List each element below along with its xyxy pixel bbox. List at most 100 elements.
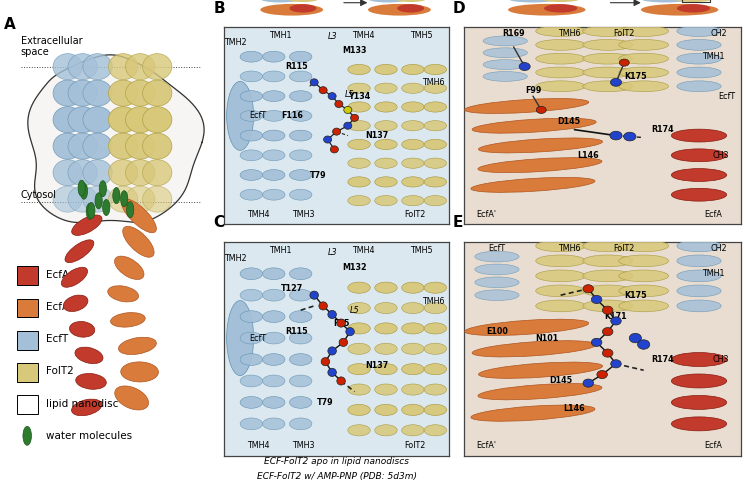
- Text: TMH2: TMH2: [224, 38, 247, 47]
- Ellipse shape: [61, 267, 88, 287]
- Circle shape: [328, 368, 337, 377]
- Ellipse shape: [671, 169, 726, 181]
- Ellipse shape: [348, 140, 370, 149]
- Ellipse shape: [375, 65, 397, 74]
- Text: Cytosol: Cytosol: [21, 190, 57, 200]
- Ellipse shape: [375, 404, 397, 416]
- Bar: [682, 0, 710, 2]
- Ellipse shape: [348, 282, 370, 293]
- Ellipse shape: [536, 240, 586, 252]
- Ellipse shape: [348, 121, 370, 131]
- Ellipse shape: [465, 99, 589, 113]
- Ellipse shape: [619, 270, 669, 282]
- Ellipse shape: [70, 321, 95, 337]
- Ellipse shape: [424, 404, 447, 416]
- Circle shape: [333, 128, 340, 135]
- Ellipse shape: [671, 129, 726, 142]
- Text: EcfA': EcfA': [476, 441, 496, 450]
- Text: F116: F116: [280, 111, 303, 120]
- Ellipse shape: [508, 4, 586, 16]
- Ellipse shape: [424, 424, 447, 436]
- Ellipse shape: [263, 396, 285, 408]
- Text: TMH6: TMH6: [558, 244, 580, 252]
- Ellipse shape: [619, 240, 669, 252]
- Ellipse shape: [402, 102, 424, 112]
- Text: EcfA: EcfA: [704, 210, 722, 219]
- Ellipse shape: [536, 26, 586, 36]
- Ellipse shape: [72, 399, 102, 416]
- Circle shape: [331, 146, 338, 153]
- Text: lipid nanodisc: lipid nanodisc: [46, 399, 119, 409]
- Text: TMH4: TMH4: [247, 441, 269, 450]
- Ellipse shape: [348, 343, 370, 354]
- Ellipse shape: [641, 4, 718, 16]
- Circle shape: [99, 181, 106, 197]
- Text: CH3: CH3: [713, 355, 729, 364]
- Ellipse shape: [289, 91, 312, 102]
- Text: K175: K175: [624, 291, 647, 300]
- Ellipse shape: [263, 332, 285, 344]
- Ellipse shape: [240, 332, 263, 344]
- Text: FolT2: FolT2: [613, 244, 635, 252]
- Ellipse shape: [583, 53, 633, 64]
- Ellipse shape: [263, 353, 285, 365]
- Text: FolT2: FolT2: [613, 29, 635, 37]
- Ellipse shape: [677, 270, 721, 282]
- Ellipse shape: [263, 375, 285, 387]
- Ellipse shape: [424, 83, 447, 93]
- Ellipse shape: [64, 295, 88, 312]
- Text: M133: M133: [343, 46, 367, 55]
- Ellipse shape: [479, 138, 603, 153]
- Ellipse shape: [289, 418, 312, 430]
- Ellipse shape: [240, 91, 263, 102]
- Ellipse shape: [289, 375, 312, 387]
- Ellipse shape: [424, 65, 447, 74]
- Ellipse shape: [263, 110, 285, 121]
- Ellipse shape: [671, 374, 726, 388]
- Ellipse shape: [536, 285, 586, 297]
- Circle shape: [80, 183, 88, 199]
- Circle shape: [337, 377, 346, 385]
- Ellipse shape: [83, 106, 112, 133]
- Ellipse shape: [536, 81, 586, 92]
- Circle shape: [592, 295, 602, 304]
- Ellipse shape: [402, 177, 424, 187]
- Ellipse shape: [478, 384, 602, 400]
- Ellipse shape: [375, 343, 397, 354]
- Ellipse shape: [375, 140, 397, 149]
- Ellipse shape: [143, 80, 172, 106]
- Circle shape: [610, 78, 622, 86]
- Text: B: B: [213, 1, 225, 16]
- Text: R115: R115: [285, 62, 307, 71]
- Text: EcfA': EcfA': [476, 210, 496, 219]
- Ellipse shape: [240, 396, 263, 408]
- Text: TMH6: TMH6: [422, 297, 444, 306]
- Ellipse shape: [677, 300, 721, 312]
- Circle shape: [351, 114, 358, 121]
- Ellipse shape: [75, 347, 103, 364]
- Ellipse shape: [465, 319, 589, 335]
- Ellipse shape: [240, 418, 263, 430]
- Ellipse shape: [583, 270, 633, 282]
- Text: R174: R174: [652, 355, 675, 364]
- Ellipse shape: [289, 189, 312, 200]
- Ellipse shape: [677, 81, 721, 92]
- Circle shape: [328, 347, 337, 355]
- Ellipse shape: [479, 362, 603, 378]
- Ellipse shape: [83, 186, 112, 212]
- Ellipse shape: [402, 384, 424, 395]
- Ellipse shape: [677, 39, 721, 50]
- Ellipse shape: [619, 26, 669, 36]
- Ellipse shape: [289, 110, 312, 121]
- FancyBboxPatch shape: [16, 266, 38, 285]
- Text: A: A: [4, 17, 16, 32]
- Ellipse shape: [619, 53, 669, 64]
- Circle shape: [335, 101, 343, 107]
- Text: EcfT: EcfT: [250, 111, 266, 120]
- Ellipse shape: [126, 80, 155, 106]
- Ellipse shape: [619, 300, 669, 312]
- Circle shape: [597, 370, 607, 379]
- Ellipse shape: [126, 106, 155, 133]
- Circle shape: [78, 180, 85, 196]
- Text: TMH3: TMH3: [292, 441, 314, 450]
